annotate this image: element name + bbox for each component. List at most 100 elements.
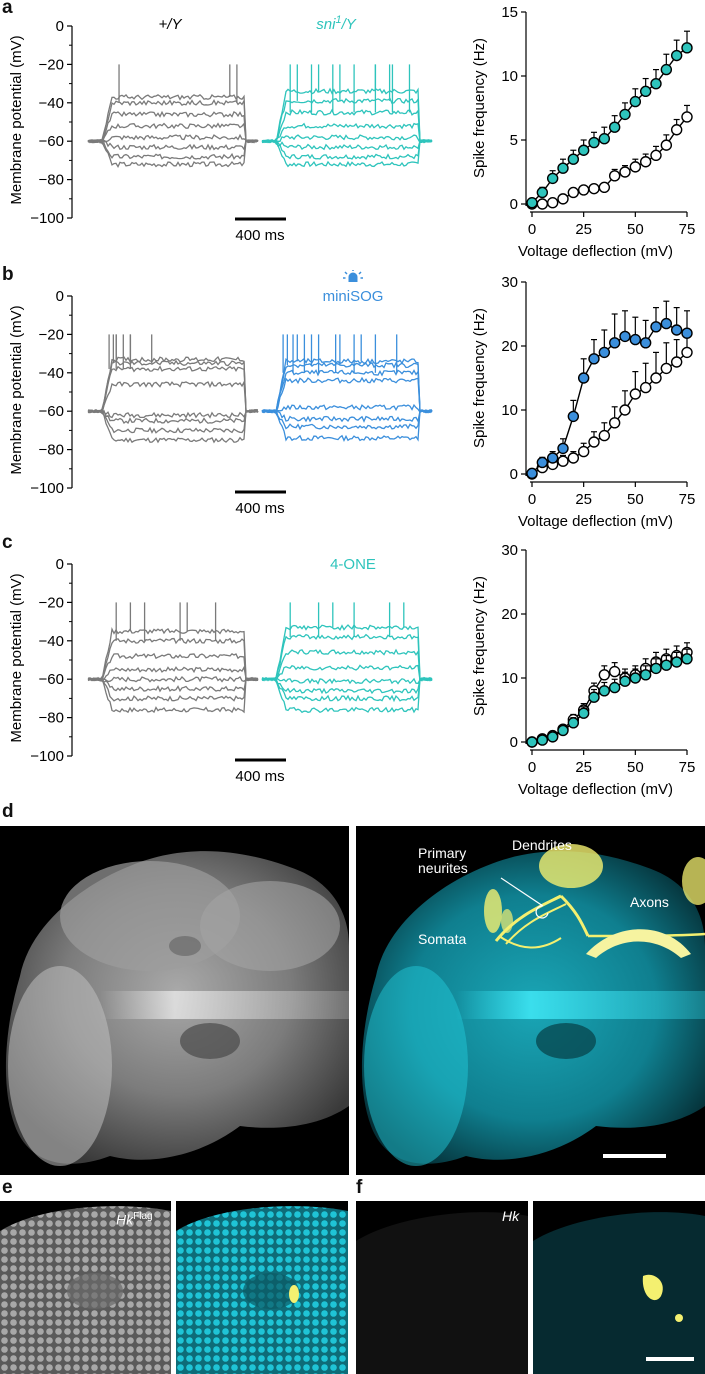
trace-y-label-a: Membrane potential (mV)	[8, 35, 25, 204]
fi-point	[629, 95, 642, 108]
sni-traces-a	[261, 64, 433, 168]
voltage-trace	[87, 139, 259, 151]
voltage-trace	[87, 139, 259, 160]
fi-point	[526, 467, 538, 480]
trace-y-tick-label: −80	[39, 442, 64, 459]
fi-point	[557, 193, 569, 205]
fi-y-tick-label: 0	[510, 466, 518, 483]
light-bulb-icon	[343, 270, 363, 282]
hk-flag-label: HkFlag	[116, 1211, 153, 1228]
fi-point	[639, 337, 652, 349]
fi-point	[650, 372, 662, 384]
trace-y-tick-label: −80	[39, 172, 64, 189]
fi-y-tick-label: 20	[501, 606, 518, 623]
fi-point	[629, 333, 642, 346]
voltage-trace	[87, 379, 259, 415]
fi-point	[567, 452, 580, 464]
voltage-trace	[261, 403, 433, 414]
fi-point	[588, 353, 600, 365]
fi-point	[598, 181, 611, 194]
fi-point	[619, 404, 631, 416]
voltage-trace	[87, 139, 259, 168]
dendrites-label: Dendrites	[512, 837, 572, 853]
fi-point	[619, 675, 631, 687]
fi-x-tick-label: 0	[528, 759, 536, 776]
fi-point	[670, 356, 683, 368]
trace-y-tick-label: −60	[39, 671, 64, 688]
control-label: +/Y	[159, 16, 183, 33]
fi-y-tick-label: 15	[501, 4, 518, 21]
fi-point	[557, 162, 569, 174]
fi-point	[681, 111, 693, 123]
fi-point	[598, 133, 611, 145]
voltage-trace	[87, 665, 259, 682]
scale-bar-f	[646, 1357, 694, 1361]
fi-y-tick-label: 0	[510, 734, 518, 751]
fi-series-1	[526, 300, 693, 480]
trace-y-label-c: Membrane potential (mV)	[8, 573, 25, 742]
fi-point	[650, 321, 662, 333]
voltage-traces-c: 0 −20 −40 −60 −80 −100 Membrane potential (mV…	[8, 556, 433, 785]
fi-point	[567, 186, 580, 199]
fi-point	[588, 182, 600, 195]
trace-y-tick-label: −100	[30, 748, 64, 765]
hk-grey-image: Hk	[356, 1201, 528, 1374]
voltage-trace	[261, 138, 433, 151]
sni-label: sni1/Y	[316, 14, 356, 33]
fi-point	[608, 665, 621, 678]
fi-chart-c: 0 10 20 30 0 25 50 75 Voltage deflection (mV) Spi…	[471, 542, 696, 798]
voltage-trace	[87, 355, 259, 414]
voltage-trace	[261, 676, 433, 685]
fi-point	[546, 731, 559, 743]
fi-point	[557, 724, 569, 737]
minisog-traces-b	[261, 334, 433, 442]
fi-point	[557, 455, 569, 467]
fi-point	[639, 669, 652, 681]
fi-point	[660, 317, 673, 330]
voltage-trace	[87, 122, 259, 144]
hk-flag-merged-image	[176, 1201, 348, 1374]
fi-point	[577, 144, 590, 156]
voltage-trace	[87, 637, 259, 682]
trace-y-tick-label: −100	[30, 210, 64, 227]
fi-point	[650, 149, 662, 162]
fi-point	[608, 417, 621, 429]
somata-label: Somata	[418, 931, 467, 947]
fi-point	[670, 656, 683, 668]
hk-merged-image	[533, 1201, 705, 1374]
voltage-trace	[87, 652, 259, 682]
fi-point	[588, 691, 600, 703]
fi-point	[660, 659, 673, 671]
voltage-trace	[87, 626, 259, 682]
fi-point	[629, 161, 642, 173]
fi-x-tick-label: 75	[679, 759, 696, 776]
fi-chart-b: 0 10 20 30 0 25 50 75 Voltage deflection (mV) Spi…	[471, 274, 695, 530]
fi-x-label: Voltage deflection (mV)	[518, 781, 673, 798]
fi-point	[681, 42, 693, 54]
fi-y-tick-label: 10	[501, 670, 518, 687]
fi-point	[546, 172, 559, 185]
fi-point	[608, 681, 621, 694]
fi-point	[639, 85, 652, 98]
fi-point	[567, 717, 580, 729]
fi-point	[598, 669, 611, 681]
fi-point	[670, 49, 683, 62]
fi-point	[588, 136, 600, 149]
panel-letter-e: e	[2, 1177, 13, 1198]
voltage-trace	[87, 110, 259, 144]
voltage-trace	[261, 648, 433, 683]
control-traces-a	[87, 64, 259, 168]
fi-point	[598, 346, 611, 359]
fi-point	[598, 685, 611, 697]
scale-bar-label-c: 400 ms	[235, 768, 284, 785]
fi-chart-a: 0 5 10 15 0 25 50 75 Voltage deflection (mV) Spik…	[471, 4, 695, 260]
fi-point	[536, 198, 549, 210]
voltage-trace	[261, 137, 433, 168]
fi-x-tick-label: 25	[575, 759, 592, 776]
fi-x-tick-label: 0	[528, 491, 536, 508]
voltage-trace	[261, 633, 433, 684]
fi-y-tick-label: 30	[501, 542, 518, 559]
fi-point	[681, 327, 693, 339]
fi-y-tick-label: 10	[501, 68, 518, 85]
fi-point	[619, 166, 631, 178]
